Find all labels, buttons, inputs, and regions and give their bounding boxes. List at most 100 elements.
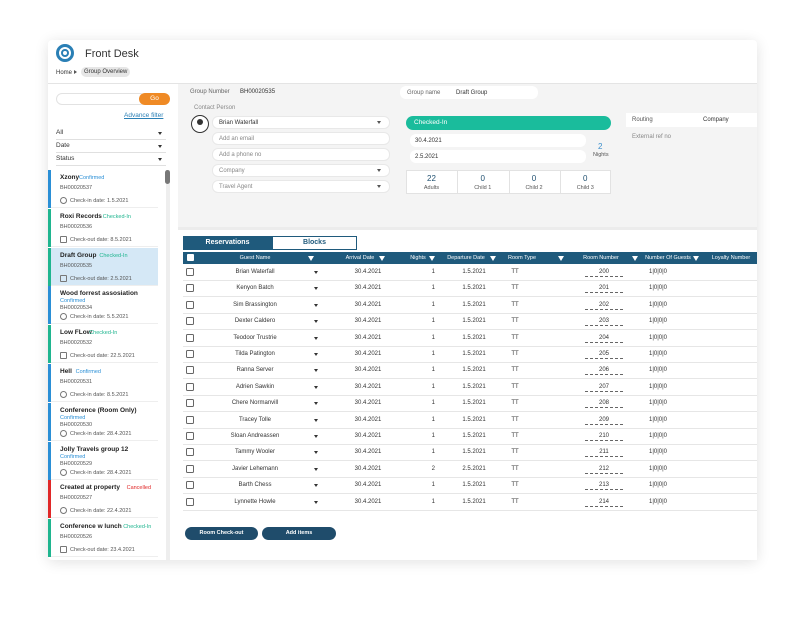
room-number[interactable]: 214 (598, 498, 609, 505)
dropdown-caret[interactable] (314, 369, 318, 373)
dropdown-caret[interactable] (314, 385, 318, 389)
room-number[interactable]: 209 (598, 416, 609, 423)
group-number: BH00020527 (60, 495, 93, 502)
contact-field-text: Travel Agent (219, 184, 253, 190)
room-number[interactable]: 202 (598, 301, 609, 308)
cell: Teodoor Trustrie (233, 334, 277, 341)
dropdown-caret[interactable] (314, 451, 318, 455)
room-number[interactable]: 206 (598, 367, 609, 374)
contact-field[interactable] (212, 132, 390, 145)
dropdown-caret[interactable] (314, 287, 318, 291)
dropdown-caret[interactable] (314, 271, 318, 274)
row-checkbox[interactable] (186, 350, 194, 358)
group-status: Checked-In (123, 524, 152, 531)
contact-field[interactable] (212, 148, 390, 161)
external-ref-label: External ref no (632, 134, 672, 140)
row-checkbox[interactable] (186, 497, 194, 506)
column-header: Nights (410, 255, 426, 261)
cell: 30.4.2021 (354, 285, 382, 292)
scroll-thumb[interactable] (165, 170, 170, 184)
group-number-value: BH00020535 (240, 89, 276, 95)
dropdown-caret[interactable] (314, 435, 318, 438)
count-divider (559, 170, 561, 194)
row-checkbox[interactable] (186, 300, 194, 309)
group-name: Hell (60, 368, 72, 375)
dropdown-caret[interactable] (314, 484, 318, 488)
dropdown-caret[interactable] (314, 418, 318, 422)
advanced-filter[interactable]: Advance filter (124, 112, 164, 119)
row-divider (183, 427, 757, 429)
dropdown-caret[interactable] (158, 145, 162, 148)
dropdown-caret[interactable] (377, 121, 381, 124)
row-checkbox[interactable] (186, 399, 194, 408)
row-checkbox[interactable] (186, 448, 194, 457)
filter-select[interactable]: Status (56, 155, 75, 162)
room-number[interactable]: 210 (598, 433, 609, 439)
row-checkbox[interactable] (186, 382, 194, 391)
cell: Kenyon Batch (236, 285, 274, 292)
filter-select[interactable]: All (56, 129, 64, 136)
group-date: Check-in date: 28.4.2021 (70, 430, 132, 437)
action-button[interactable]: Add items (262, 527, 336, 540)
cell: 1 (431, 498, 435, 505)
row-checkbox[interactable] (186, 415, 194, 424)
dropdown-caret[interactable] (314, 336, 318, 340)
contact-field[interactable] (212, 180, 390, 193)
filter-icon[interactable] (429, 256, 435, 261)
action-button[interactable]: Room Check-out (185, 527, 258, 540)
dropdown-caret[interactable] (377, 185, 381, 188)
row-checkbox[interactable] (186, 432, 194, 440)
row-checkbox[interactable] (186, 464, 194, 473)
filter-icon[interactable] (379, 256, 385, 261)
dropdown-caret[interactable] (314, 500, 318, 504)
room-number[interactable]: 205 (598, 351, 609, 357)
row-checkbox[interactable] (186, 481, 194, 490)
room-number[interactable]: 212 (598, 465, 609, 472)
go-button[interactable]: Go (139, 93, 170, 105)
search-box[interactable] (56, 93, 146, 105)
filter-icon[interactable] (308, 256, 314, 261)
dropdown-caret[interactable] (158, 158, 162, 161)
row-checkbox[interactable] (186, 284, 194, 293)
dropdown-caret[interactable] (314, 320, 318, 324)
filter-icon[interactable] (558, 256, 564, 261)
room-underline (585, 341, 623, 343)
dropdown-caret[interactable] (314, 353, 318, 356)
row-divider (183, 312, 757, 314)
tab-active[interactable]: Reservations (183, 236, 272, 250)
dropdown-caret[interactable] (377, 169, 381, 172)
room-number[interactable]: 211 (599, 449, 609, 456)
room-number[interactable]: 208 (598, 400, 609, 407)
dropdown-caret[interactable] (158, 132, 162, 135)
tab[interactable]: Blocks (272, 236, 357, 250)
row-divider (183, 362, 757, 363)
room-number[interactable]: 207 (598, 383, 609, 390)
cell: 1|0|0|0 (648, 383, 668, 390)
row-divider (183, 345, 757, 347)
filter-icon[interactable] (632, 256, 638, 261)
room-number[interactable]: 200 (598, 269, 609, 275)
dropdown-caret[interactable] (314, 303, 318, 307)
group-number: BH00020529 (60, 460, 93, 467)
room-number[interactable]: 201 (598, 285, 609, 292)
row-checkbox[interactable] (186, 317, 194, 326)
filter-icon[interactable] (693, 256, 699, 261)
room-number[interactable]: 213 (598, 482, 609, 489)
filter-select[interactable]: Date (56, 142, 70, 149)
dropdown-caret[interactable] (314, 467, 318, 471)
filter-icon[interactable] (490, 256, 496, 261)
contact-field[interactable] (212, 164, 390, 177)
cell: 2.5.2021 (462, 465, 486, 472)
dropdown-caret[interactable] (314, 402, 318, 406)
header-checkbox[interactable] (187, 254, 194, 261)
row-checkbox[interactable] (186, 268, 194, 276)
row-checkbox[interactable] (186, 333, 194, 342)
row-checkbox[interactable] (186, 366, 194, 375)
room-number[interactable]: 203 (598, 318, 609, 325)
cell: 1 (431, 482, 435, 489)
room-number[interactable]: 204 (598, 334, 609, 341)
group-number: BH00020530 (60, 421, 93, 428)
cell: TT (511, 318, 519, 325)
breadcrumb-home[interactable]: Home (56, 70, 73, 76)
contact-field[interactable] (212, 116, 390, 129)
